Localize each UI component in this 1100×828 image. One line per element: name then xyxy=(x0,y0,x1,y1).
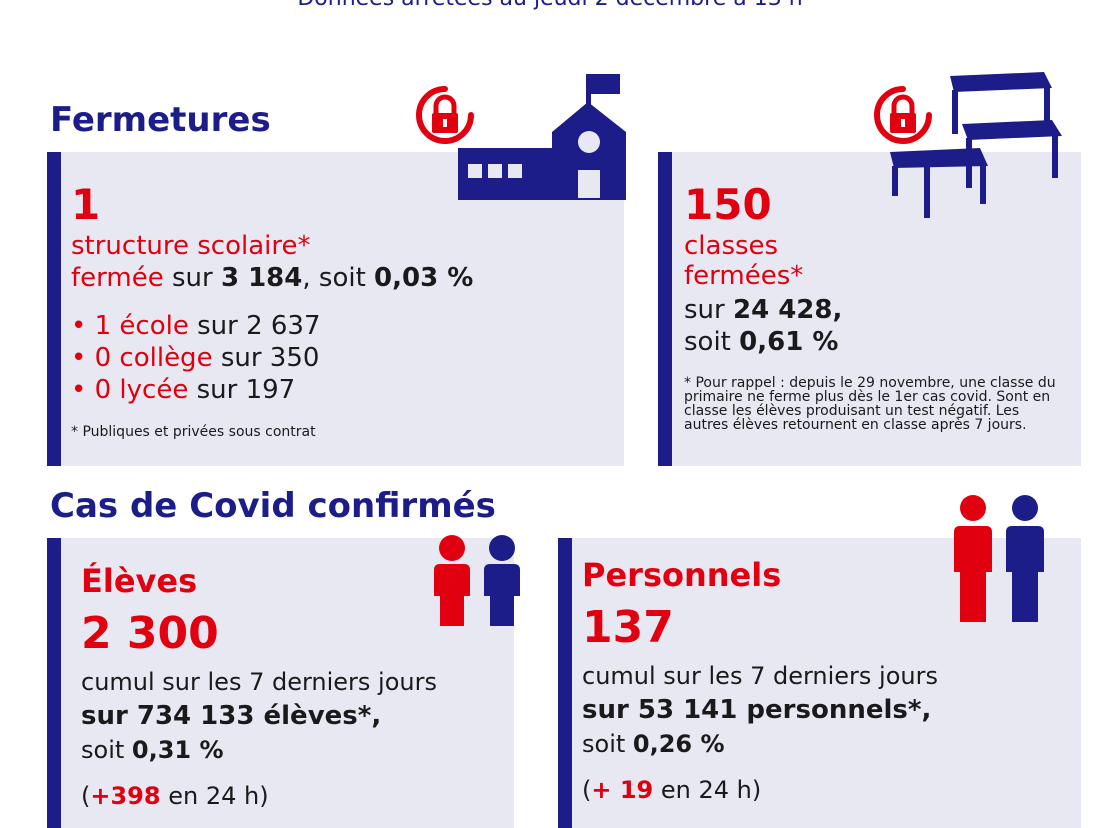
breakdown-total: sur 197 xyxy=(188,375,296,405)
sur-text: sur xyxy=(684,295,733,325)
paren-open: ( xyxy=(81,782,91,810)
classes-count: 150 xyxy=(684,180,772,229)
person-red-icon xyxy=(430,534,474,628)
lock-icon xyxy=(414,84,476,146)
eleves-count: 2 300 xyxy=(81,608,219,659)
person-blue-icon xyxy=(1002,494,1048,624)
classes-footnote: * Pour rappel : depuis le 29 novembre, u… xyxy=(684,375,1056,433)
personnels-count: 137 xyxy=(582,602,674,653)
classes-pct-line: soit 0,61 % xyxy=(684,326,838,358)
structures-total: 3 184 xyxy=(220,263,303,293)
person-red-icon xyxy=(950,494,996,624)
eleves-delta: +398 xyxy=(90,782,161,810)
personnels-pct: 0,26 % xyxy=(632,730,725,758)
personnels-cumul: cumul sur les 7 derniers jours xyxy=(582,662,938,690)
bullet-marker: • xyxy=(71,343,95,373)
desks-icon xyxy=(884,64,1066,224)
bullet-marker: • xyxy=(71,311,95,341)
structures-label: structure scolaire* xyxy=(71,231,311,261)
breakdown-count: 0 collège xyxy=(94,343,213,373)
paren-open: ( xyxy=(582,776,592,804)
person-blue-icon xyxy=(480,534,524,628)
structures-ratio-line: fermée sur 3 184, soit 0,03 % xyxy=(71,262,473,294)
list-item: • 1 école sur 2 637 xyxy=(71,310,321,342)
soit-text: soit xyxy=(81,736,132,764)
card-structures-fermees: 1 structure scolaire* fermée sur 3 184, … xyxy=(47,152,624,466)
card-personnels: Personnels 137 cumul sur les 7 derniers … xyxy=(558,538,1081,828)
breakdown-total: sur 350 xyxy=(212,343,320,373)
eleves-total: sur 734 133 élèves*, xyxy=(81,701,382,731)
delta-suffix: en 24 h) xyxy=(160,782,269,810)
list-item: • 0 collège sur 350 xyxy=(71,342,321,374)
classes-total-line: sur 24 428, xyxy=(684,294,842,326)
list-item: • 0 lycée sur 197 xyxy=(71,374,321,406)
lock-icon xyxy=(872,84,934,146)
eleves-pct: 0,31 % xyxy=(131,736,224,764)
structures-pct: 0,03 % xyxy=(374,263,474,293)
personnels-pct-line: soit 0,26 % xyxy=(582,728,725,760)
structures-breakdown-list: • 1 école sur 2 637 • 0 collège sur 350 … xyxy=(71,310,321,406)
section-title-fermetures: Fermetures xyxy=(50,100,271,140)
structures-closed-word: fermée xyxy=(71,263,164,293)
personnels-delta: + 19 xyxy=(591,776,654,804)
structures-footnote: * Publiques et privées sous contrat xyxy=(71,424,316,440)
data-date-note: Données arrêtées au jeudi 2 décembre à 1… xyxy=(0,0,1100,11)
eleves-label: Élèves xyxy=(81,562,198,600)
section-title-cas-covid: Cas de Covid confirmés xyxy=(50,486,496,526)
classes-total: 24 428, xyxy=(732,295,843,325)
classes-pct: 0,61 % xyxy=(739,327,839,357)
soit-text: soit xyxy=(684,327,740,357)
structures-count: 1 xyxy=(71,180,101,229)
classes-label: classes xyxy=(684,231,779,261)
breakdown-count: 1 école xyxy=(94,311,189,341)
bullet-marker: • xyxy=(71,375,95,405)
eleves-delta-line: (+398 en 24 h) xyxy=(81,780,269,812)
classes-closed-label: fermées* xyxy=(684,261,804,291)
sur-text: sur xyxy=(163,263,221,293)
eleves-cumul: cumul sur les 7 derniers jours xyxy=(81,668,437,696)
personnels-label: Personnels xyxy=(582,556,782,594)
card-classes-fermees: 150 classes fermées* sur 24 428, soit 0,… xyxy=(658,152,1081,466)
soit-text: soit xyxy=(582,730,633,758)
personnels-delta-line: (+ 19 en 24 h) xyxy=(582,774,761,806)
soit-text: , soit xyxy=(302,263,375,293)
personnels-total: sur 53 141 personnels*, xyxy=(582,695,932,725)
breakdown-count: 0 lycée xyxy=(94,375,189,405)
breakdown-total: sur 2 637 xyxy=(188,311,321,341)
school-building-icon xyxy=(456,72,630,200)
delta-suffix: en 24 h) xyxy=(653,776,762,804)
eleves-pct-line: soit 0,31 % xyxy=(81,734,224,766)
